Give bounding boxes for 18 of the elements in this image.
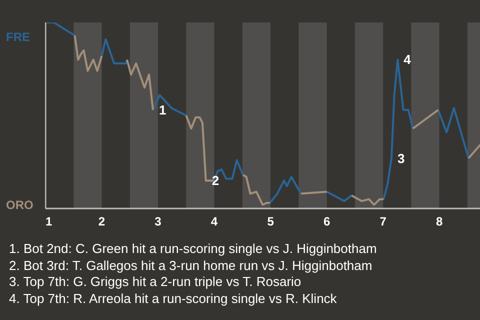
text: 2. Bot 3rd: T. Gallegos hit a 3-run home run vs J. Higginbotham xyxy=(9,258,374,274)
annotation: 4 xyxy=(404,52,412,68)
annotation: 3 xyxy=(397,150,405,166)
text: FRE xyxy=(6,29,30,46)
x-tick-label: 6 xyxy=(323,214,330,228)
annotation: 2 xyxy=(212,173,220,188)
text: 1. Bot 2nd: C. Green hit a run-scoring single vs J. Higginbotham xyxy=(9,241,377,258)
x-tick-label: 4 xyxy=(210,214,218,228)
x-tick-label: 5 xyxy=(267,214,274,228)
text: ORO xyxy=(6,197,34,214)
text: 4. Top 7th: R. Arreola hit a run-scoring single vs R. Klinck xyxy=(9,290,338,307)
x-tick-label: 7 xyxy=(380,214,387,228)
x-tick-label: 1 xyxy=(46,214,52,228)
x-tick-label: 3 xyxy=(154,214,162,228)
x-tick-label: 2 xyxy=(98,214,106,228)
text: 3. Top 7th: G. Griggs hit a 2-run triple vs T. Rosario xyxy=(9,274,302,290)
annotation: 1 xyxy=(158,102,166,118)
x-tick-label: 8 xyxy=(436,214,443,228)
